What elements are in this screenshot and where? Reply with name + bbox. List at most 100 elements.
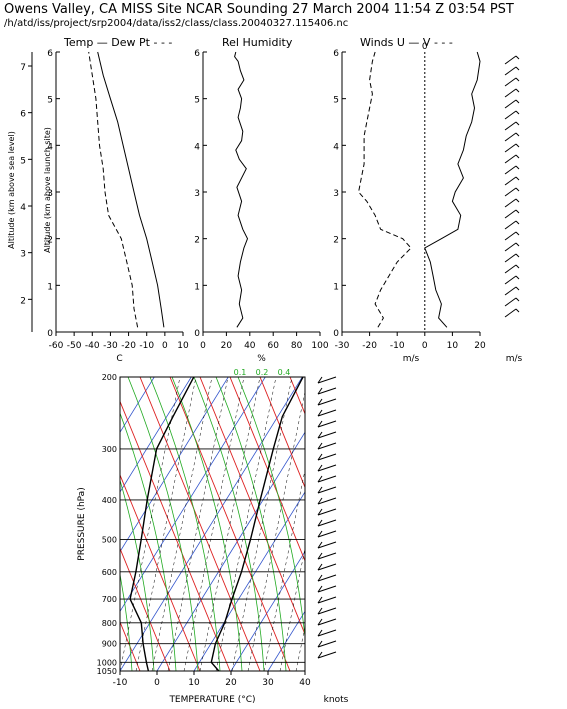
- barb-axis-label: m/s: [506, 354, 523, 364]
- barb-axis-label: knots: [324, 695, 349, 705]
- wind-barb-flag: [515, 110, 520, 115]
- temp-tick-label: 10: [188, 678, 200, 688]
- series-dew-pt: [88, 51, 139, 328]
- mixing-ratio-line: [135, 377, 197, 671]
- y-tick-label: 5: [194, 96, 200, 106]
- wind-barb: [317, 508, 337, 516]
- mixing-ratio-line: [183, 377, 245, 671]
- wind-barb-flag: [515, 220, 520, 225]
- wind-barb: [317, 585, 337, 593]
- pressure-tick-label: 700: [102, 595, 117, 604]
- temp-tick-label: 20: [225, 678, 237, 688]
- wind-barb-flag: [317, 640, 323, 648]
- pressure-tick-label: 1000: [97, 658, 117, 667]
- wind-barb: [504, 176, 517, 186]
- wind-barb-flag: [515, 297, 520, 302]
- wind-barb-flag: [317, 574, 323, 582]
- wind-barb: [317, 497, 337, 505]
- wind-barb: [317, 574, 337, 582]
- dry-adiabat: [120, 473, 201, 671]
- wind-barb: [317, 442, 337, 450]
- wind-barb: [504, 154, 517, 164]
- y-tick-label: 1: [194, 282, 200, 292]
- chart-title: Owens Valley, CA MISS Site NCAR Sounding…: [4, 2, 514, 17]
- y-tick-label: 5: [333, 96, 339, 106]
- series-temp: [97, 51, 165, 328]
- wind-barb: [504, 264, 517, 274]
- mixing-ratio-line: [167, 377, 229, 671]
- series-u: [424, 51, 481, 328]
- wind-barb: [504, 275, 517, 285]
- temp-tick-label: -10: [113, 678, 128, 688]
- zero-label: 0: [422, 42, 428, 52]
- panel-title: Temp — Dew Pt - - -: [63, 36, 172, 49]
- wind-barb-flag: [515, 209, 520, 214]
- wind-barb-flag: [515, 55, 520, 60]
- mixing-ratio-line: [215, 377, 277, 671]
- x-tick-label: -10: [139, 341, 154, 351]
- moist-adiabat: [120, 572, 133, 671]
- wind-barb: [317, 629, 337, 637]
- wind-barb-flag: [515, 231, 520, 236]
- x-axis-label: C: [116, 354, 122, 364]
- wind-barb: [504, 143, 517, 153]
- isotherm: [0, 377, 80, 671]
- wind-barb-flag: [317, 563, 323, 571]
- wind-barb-flag: [515, 242, 520, 247]
- wind-barb-flag: [317, 651, 323, 659]
- dry-adiabat: [0, 377, 110, 671]
- x-tick-label: -30: [103, 341, 118, 351]
- x-tick-label: -10: [390, 341, 405, 351]
- isotherm: [120, 377, 229, 553]
- wind-barb: [317, 541, 337, 549]
- moist-adiabat: [193, 377, 265, 671]
- wind-barb: [504, 242, 517, 252]
- wind-barb-flag: [317, 486, 323, 494]
- isotherm: [0, 377, 43, 671]
- temp-tick-label: 40: [299, 678, 311, 688]
- wind-barb: [504, 209, 517, 219]
- moist-adiabat: [40, 377, 110, 671]
- skew-frame: [119, 376, 306, 672]
- wind-barb-flag: [515, 176, 520, 181]
- dry-adiabat: [229, 377, 305, 562]
- y-tick-label: 2: [47, 236, 53, 246]
- pressure-tick-label: 300: [102, 445, 117, 454]
- wind-barb-flag: [515, 286, 520, 291]
- outer-y-tick-label: 5: [20, 156, 26, 166]
- wind-barb-flag: [317, 442, 323, 450]
- x-tick-label: 10: [447, 341, 459, 351]
- pressure-tick-label: 600: [102, 568, 117, 577]
- isotherm: [304, 670, 305, 671]
- y-tick-label: 4: [194, 142, 200, 152]
- outer-y-tick-label: 3: [20, 250, 26, 260]
- file-path: /h/atd/iss/project/srp2004/data/iss2/cla…: [4, 18, 349, 29]
- x-tick-label: 0: [200, 341, 206, 351]
- dry-adiabat: [289, 377, 305, 415]
- wind-barb-flag: [515, 275, 520, 280]
- moist-adiabat: [149, 377, 221, 671]
- wind-barb-flag: [515, 165, 520, 170]
- moist-adiabat: [127, 377, 199, 671]
- wind-barb-flag: [317, 376, 323, 384]
- x-tick-label: 0: [162, 341, 168, 351]
- wind-barb: [317, 453, 337, 461]
- wind-barb-flag: [317, 629, 323, 637]
- wind-barb: [317, 409, 337, 417]
- wind-barb-flag: [317, 420, 323, 428]
- mixing-ratio-line: [199, 377, 261, 671]
- wind-barb: [317, 486, 337, 494]
- wind-barb-flag: [515, 187, 520, 192]
- wind-barb: [317, 475, 337, 483]
- mixing-ratio-line: [279, 547, 305, 671]
- wind-barb-flag: [317, 552, 323, 560]
- mixing-ratio-line: [263, 468, 305, 671]
- wind-barb: [504, 297, 517, 307]
- wind-barb: [317, 640, 337, 648]
- wind-barb-flag: [317, 508, 323, 516]
- wind-barb: [317, 563, 337, 571]
- wind-barb-flag: [515, 121, 520, 126]
- wind-barb-flag: [515, 154, 520, 159]
